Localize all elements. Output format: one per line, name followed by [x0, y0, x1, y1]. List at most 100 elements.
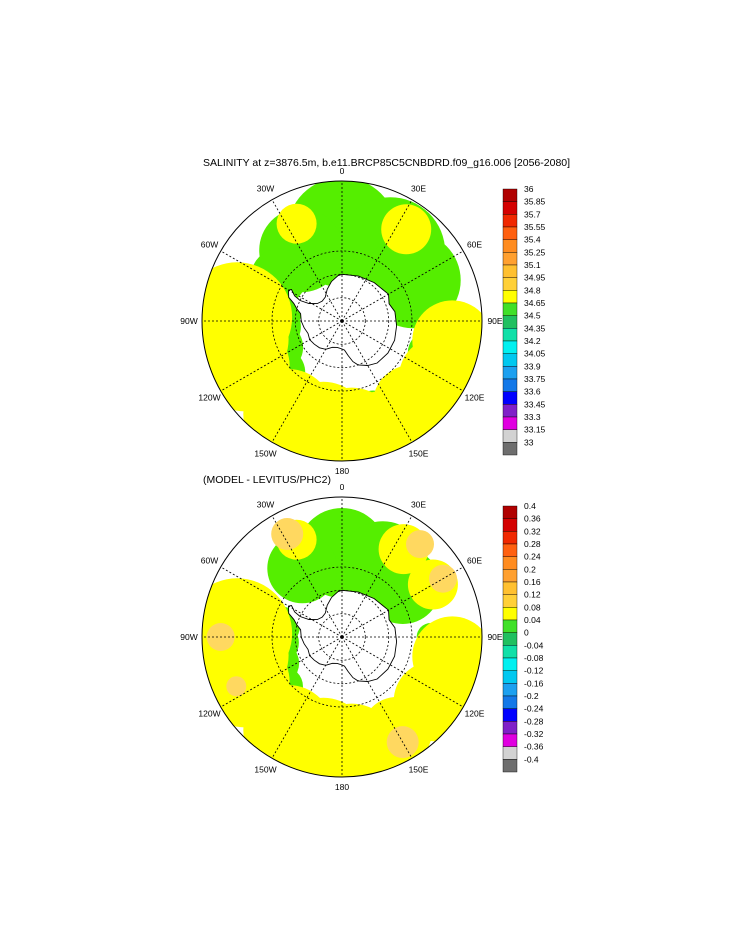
- longitude-label: 90W: [180, 632, 197, 642]
- region-cell: [412, 616, 482, 697]
- colorbar-swatch: [502, 416, 518, 430]
- colorbar-swatch: [502, 759, 518, 773]
- colorbar-label: -0.16: [524, 678, 544, 688]
- longitude-label: 150W: [254, 449, 276, 459]
- colorbar-label: 33.15: [524, 425, 546, 435]
- colorbar-label: 33.6: [524, 387, 541, 397]
- colorbar-label: 0.12: [524, 590, 541, 600]
- colorbar-swatch: [502, 226, 518, 240]
- colorbar-label: -0.28: [524, 716, 544, 726]
- map-2-grid: 0 30E 60E 90E 120E 150E 180 150W 120W 90W 60W 30W: [180, 482, 503, 792]
- region-cell: [271, 518, 304, 550]
- colorbar-label: -0.36: [524, 742, 544, 752]
- colorbar-swatch: [502, 404, 518, 418]
- colorbar-label: 0.4: [524, 501, 536, 511]
- colorbar-label: -0.12: [524, 666, 544, 676]
- meridian-line: [341, 250, 464, 322]
- map-boundary: [201, 180, 483, 462]
- colorbar-label: 34.65: [524, 298, 546, 308]
- colorbar-swatch: [502, 607, 518, 621]
- colorbar-label: 0.24: [524, 552, 541, 562]
- meridian-line: [220, 320, 343, 392]
- meridian-line: [341, 320, 464, 392]
- colorbar-swatch: [502, 581, 518, 595]
- meridian-line: [220, 566, 343, 638]
- colorbar-label: 0: [524, 628, 529, 638]
- meridian-line: [341, 636, 464, 708]
- colorbar-label: 0.36: [524, 514, 541, 524]
- colorbar-label: 35.25: [524, 247, 546, 257]
- map-1-grid: 0 30E 60E 90E 120E 150E 180 150W 120W 90W 60W 30W: [180, 166, 503, 476]
- colorbar-label: 33.75: [524, 374, 546, 384]
- panel-difference: (MODEL - LEVITUS/PHC2) 0 30E 60E 90E 120E 150…: [180, 474, 544, 792]
- colorbar-label: 0.08: [524, 602, 541, 612]
- colorbar-label: 0.2: [524, 564, 536, 574]
- colorbar-swatch: [502, 252, 518, 266]
- colorbar-swatch: [502, 391, 518, 405]
- colorbar-swatch: [502, 670, 518, 684]
- colorbar-label: 35.1: [524, 260, 541, 270]
- map-boundary: [201, 496, 483, 778]
- colorbar-swatch: [502, 683, 518, 697]
- colorbar-swatch: [502, 556, 518, 570]
- colorbar-label: 34.5: [524, 311, 541, 321]
- region-cell: [381, 204, 432, 255]
- meridian-line: [341, 566, 464, 638]
- colorbar-label: 35.4: [524, 235, 541, 245]
- meridian-line: [220, 250, 343, 322]
- longitude-label: 0: [340, 482, 345, 492]
- colorbar-swatch: [502, 290, 518, 304]
- longitude-label: 150W: [254, 765, 276, 775]
- colorbar-swatch: [502, 188, 518, 202]
- colorbar-swatch: [502, 657, 518, 671]
- panel-2-title: (MODEL - LEVITUS/PHC2): [203, 474, 331, 486]
- colorbar-label: 33: [524, 437, 534, 447]
- longitude-label: 60E: [467, 240, 482, 250]
- colorbar-swatch: [502, 746, 518, 760]
- colorbar-label: 0.28: [524, 539, 541, 549]
- colorbar-label: 36: [524, 184, 534, 194]
- longitude-label: 150E: [409, 765, 429, 775]
- longitude-label: 60E: [467, 556, 482, 566]
- region-cell: [412, 300, 482, 381]
- colorbar-label: 34.8: [524, 285, 541, 295]
- longitude-label: 60W: [201, 240, 218, 250]
- region-cell: [226, 676, 247, 697]
- colorbar-swatch: [502, 442, 518, 456]
- colorbar-swatch: [502, 214, 518, 228]
- colorbar-swatch: [502, 632, 518, 646]
- colorbar-swatch: [502, 201, 518, 215]
- colorbar-swatch: [502, 531, 518, 545]
- colorbar-label: 34.35: [524, 323, 546, 333]
- longitude-label: 180: [335, 466, 349, 476]
- longitude-label: 30W: [257, 184, 274, 194]
- meridian-line: [220, 636, 343, 708]
- colorbar-label: 34.05: [524, 349, 546, 359]
- longitude-label: 30E: [411, 184, 426, 194]
- region-cell: [406, 530, 434, 559]
- colorbar-swatch: [502, 239, 518, 253]
- colorbar-swatch: [502, 518, 518, 532]
- colorbar-label: -0.32: [524, 729, 544, 739]
- longitude-label: 0: [340, 166, 345, 176]
- panel-1-title: SALINITY at z=3876.5m, b.e11.BRCP85C5CNB…: [203, 157, 570, 169]
- meridian-line: [341, 199, 413, 322]
- longitude-label: 90E: [487, 316, 502, 326]
- colorbar-label: 0.04: [524, 615, 541, 625]
- colorbar-label: 34.2: [524, 336, 541, 346]
- meridian-line: [341, 636, 413, 759]
- colorbar-swatch: [502, 594, 518, 608]
- latitude-line: [318, 297, 366, 345]
- longitude-label: 150E: [409, 449, 429, 459]
- meridian-line: [341, 320, 413, 443]
- colorbar-swatch: [502, 302, 518, 316]
- colorbar-label: 35.85: [524, 197, 546, 207]
- longitude-label: 60W: [201, 556, 218, 566]
- longitude-label: 30E: [411, 500, 426, 510]
- colorbar-label: 35.55: [524, 222, 546, 232]
- colorbar-swatch: [502, 328, 518, 342]
- colorbar-swatch: [502, 645, 518, 659]
- meridian-line: [271, 320, 343, 443]
- latitude-line: [318, 613, 366, 661]
